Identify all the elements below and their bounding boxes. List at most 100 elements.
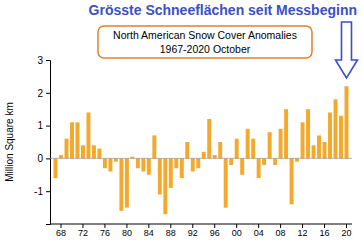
bar	[207, 119, 211, 158]
x-tick-label: 84	[144, 228, 154, 238]
x-tick: 72	[78, 224, 88, 238]
y-tick-mark	[46, 126, 50, 127]
x-tick-label: 80	[122, 228, 132, 238]
y-tick-mark	[46, 191, 50, 192]
bar	[86, 112, 90, 158]
x-tick: 20	[341, 224, 351, 238]
bar	[163, 158, 167, 214]
x-tick-label: 76	[100, 228, 110, 238]
bar	[70, 122, 74, 158]
y-tick: 3	[37, 55, 50, 66]
bar	[290, 158, 294, 204]
subtitle-box	[98, 26, 312, 58]
y-tick-mark	[46, 60, 50, 61]
x-tick-mark	[61, 224, 62, 228]
bar	[65, 139, 69, 159]
x-tick-label: 16	[320, 228, 330, 238]
x-tick-mark	[280, 224, 281, 228]
bar	[59, 155, 63, 158]
x-tick-mark	[324, 224, 325, 228]
bar	[136, 158, 140, 168]
chart: Grösste Schneeflächen seit MessbeginnNor…	[0, 0, 363, 245]
bar	[301, 122, 305, 158]
x-tick-mark	[302, 224, 303, 228]
bar	[295, 158, 299, 161]
x-axis: 68 72 76 80 84 88 92 96 00 04 08 12 16 20	[50, 224, 352, 238]
bar	[185, 142, 189, 158]
y-tick-mark	[46, 93, 50, 94]
y-tick: 2	[37, 88, 50, 99]
bar	[75, 122, 79, 158]
y-tick: 1	[37, 120, 50, 131]
bar	[284, 109, 288, 158]
bar	[218, 142, 222, 158]
y-tick-label: 1	[37, 120, 43, 131]
x-tick-label: 04	[254, 228, 264, 238]
x-tick-mark	[82, 224, 83, 228]
x-tick: 00	[232, 224, 242, 238]
x-tick-label: 20	[341, 228, 351, 238]
bar	[81, 145, 85, 158]
bar	[273, 158, 277, 165]
x-tick: 96	[210, 224, 220, 238]
bar	[251, 139, 255, 159]
bar	[224, 158, 228, 207]
bar	[229, 158, 233, 165]
bar	[262, 158, 266, 165]
bar	[169, 158, 173, 188]
bar	[147, 158, 151, 174]
bar	[345, 86, 349, 158]
y-tick-label: 2	[37, 88, 43, 99]
bar	[312, 145, 316, 158]
bar	[323, 142, 327, 158]
x-tick: 08	[276, 224, 286, 238]
bar	[317, 135, 321, 158]
bar	[114, 158, 118, 161]
bar	[240, 158, 244, 174]
bar	[125, 158, 129, 207]
x-tick: 04	[254, 224, 264, 238]
y-tick-label: 3	[37, 55, 43, 66]
bar	[202, 152, 206, 159]
x-tick-label: 96	[210, 228, 220, 238]
x-tick-label: 12	[298, 228, 308, 238]
bar	[257, 158, 261, 178]
y-axis: -10123	[34, 55, 50, 225]
x-tick: 68	[56, 224, 66, 238]
y-tick-label: 0	[37, 153, 43, 164]
x-tick-label: 00	[232, 228, 242, 238]
x-tick-label: 88	[166, 228, 176, 238]
x-tick-mark	[104, 224, 105, 228]
arrow	[335, 22, 357, 78]
bar	[97, 149, 101, 159]
x-tick-mark	[214, 224, 215, 228]
bar	[306, 109, 310, 158]
bar	[152, 135, 156, 158]
x-tick-mark	[126, 224, 127, 228]
y-axis-title: Million Square km	[4, 102, 15, 181]
bars	[54, 86, 349, 214]
x-tick-label: 92	[188, 228, 198, 238]
x-tick: 76	[100, 224, 110, 238]
x-tick: 12	[298, 224, 308, 238]
x-tick-label: 08	[276, 228, 286, 238]
x-tick-mark	[236, 224, 237, 228]
x-tick: 88	[166, 224, 176, 238]
bar	[174, 158, 178, 168]
bar	[108, 158, 112, 171]
bar	[54, 158, 58, 178]
bar	[235, 139, 239, 159]
y-tick-mark	[46, 158, 50, 159]
bar	[191, 158, 195, 171]
bar	[103, 158, 107, 168]
x-tick-label: 68	[56, 228, 66, 238]
annotation: 1967-2020 October	[160, 43, 251, 55]
bar	[334, 99, 338, 158]
x-tick-mark	[192, 224, 193, 228]
bar	[339, 116, 343, 159]
bar	[268, 132, 272, 158]
y-tick: 0	[37, 153, 50, 164]
subtitle: North American Snow Cover Anomalies	[113, 29, 297, 41]
bar	[279, 129, 283, 159]
bar	[119, 158, 123, 210]
